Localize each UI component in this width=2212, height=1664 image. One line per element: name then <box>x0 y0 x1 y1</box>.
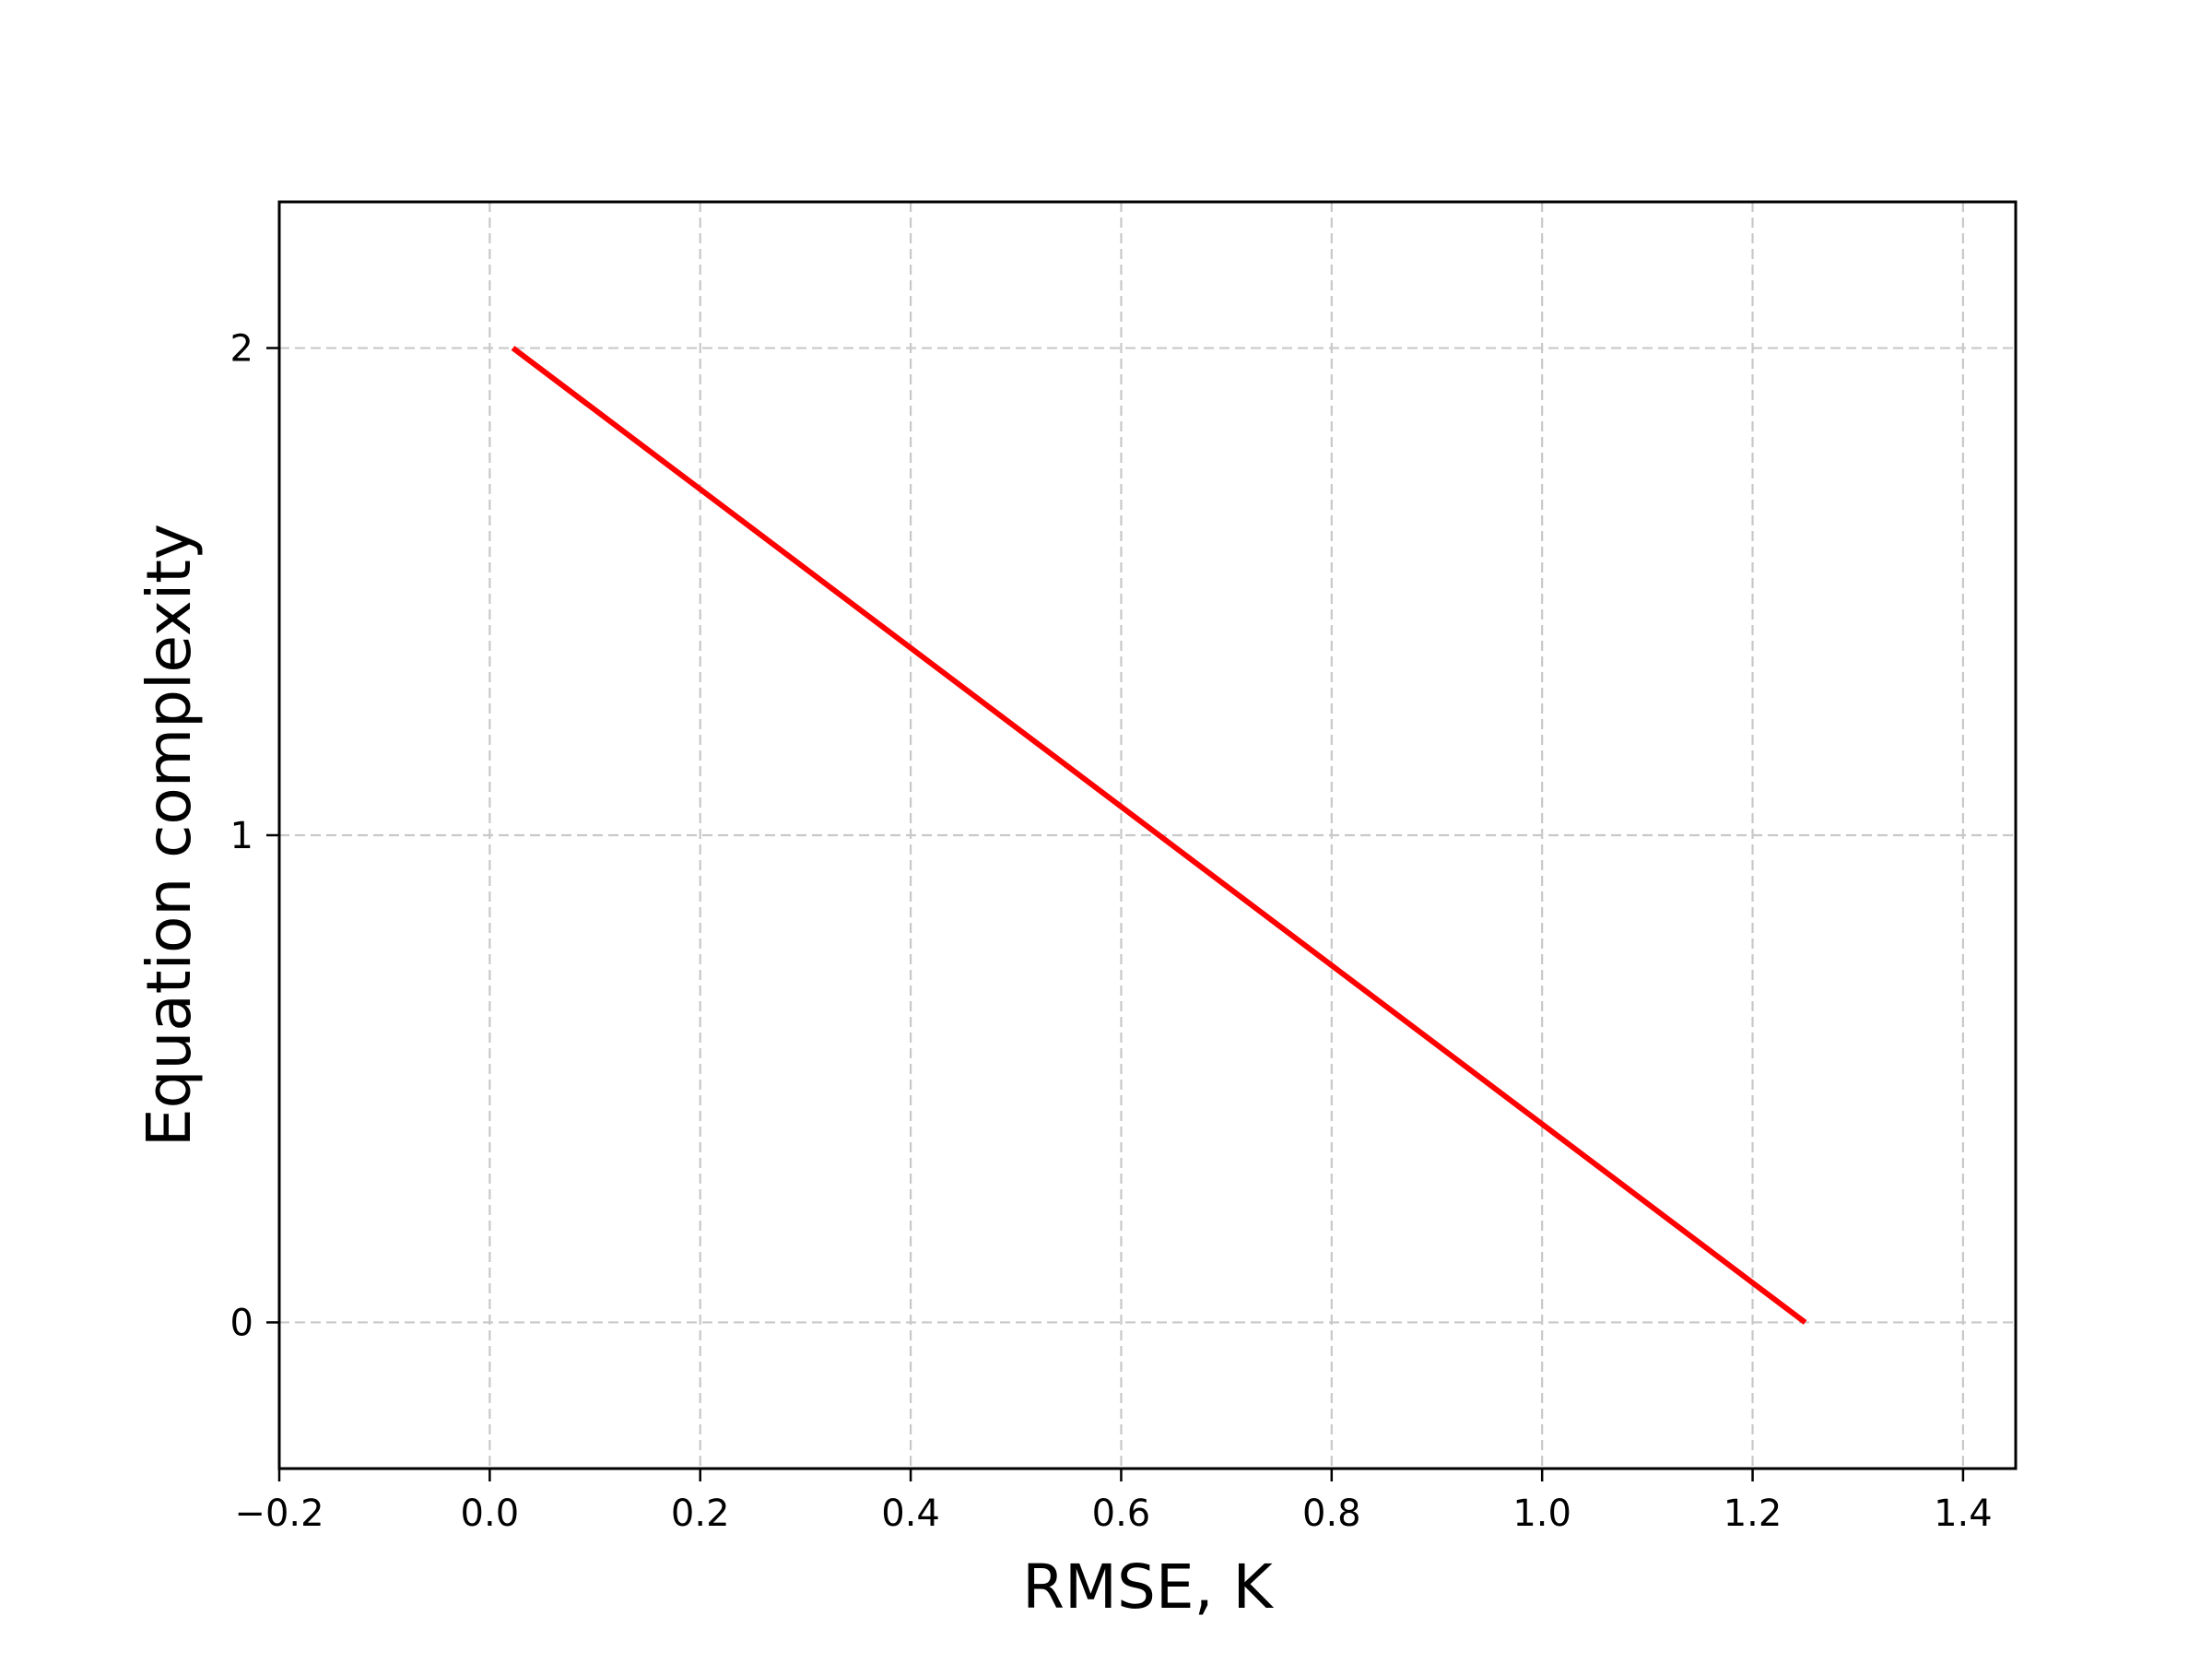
x-tick-label: 0.4 <box>881 1493 940 1535</box>
grid <box>279 202 2016 1469</box>
x-tick-label: 1.2 <box>1724 1493 1783 1535</box>
x-tick-label: 1.0 <box>1512 1493 1571 1535</box>
x-tick-label: 0.2 <box>671 1493 730 1535</box>
axis-ticks: −0.2 0.0 0.2 0.4 0.6 0.8 1.0 1.2 1.4 0 1 2 <box>230 328 1993 1535</box>
x-tick-label: 0.6 <box>1092 1493 1151 1535</box>
y-tick-label: 0 <box>230 1302 253 1344</box>
x-tick-label: 0.0 <box>461 1493 520 1535</box>
y-tick-label: 1 <box>230 815 253 857</box>
x-tick-label: −0.2 <box>234 1493 324 1535</box>
y-tick-label: 2 <box>230 328 253 371</box>
series-line <box>511 346 1807 1325</box>
x-axis-label: RMSE, K <box>1022 1552 1274 1623</box>
x-tick-label: 1.4 <box>1934 1493 1993 1535</box>
x-tick-label: 0.8 <box>1302 1493 1361 1535</box>
y-axis-label: Equation complexity <box>134 524 205 1147</box>
series-layer <box>511 346 1807 1325</box>
